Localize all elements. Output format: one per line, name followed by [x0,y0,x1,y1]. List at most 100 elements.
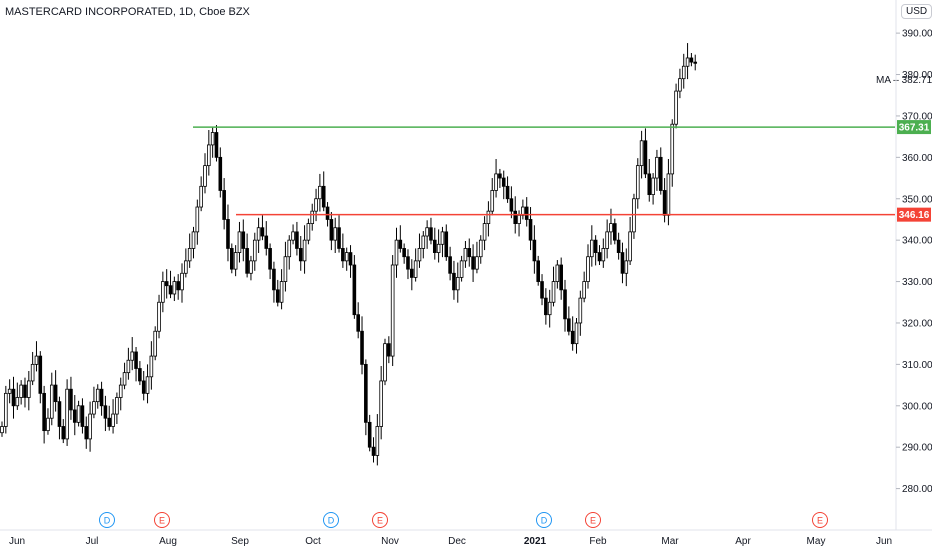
candle-body [440,231,445,245]
candle-body [153,330,158,357]
candle-body [455,277,460,291]
candle-body [4,392,8,427]
candle-body [42,392,46,432]
time-axis[interactable]: Jun Jul Aug Sep Oct Nov Dec 2021 Feb Mar Apr May Jun [9,536,892,547]
candle-body [118,384,123,398]
candle-body [498,173,502,179]
candle-body [310,210,315,224]
candle-body [609,223,613,233]
candle-body [567,318,571,332]
candle-body [482,223,487,241]
candle-body [191,231,196,249]
candle-body [467,248,472,258]
price-tick-label: 300.00 [902,401,932,412]
candle-body [111,413,115,427]
candle-body [302,239,307,262]
candle-body [364,363,368,423]
time-tick-label: Feb [589,536,607,547]
candle-body [19,384,23,398]
event-marker [323,512,339,528]
candle-body [398,239,403,249]
candle-body [371,446,376,456]
candle-body [298,248,303,262]
candle-body [574,322,579,345]
candle-body [279,281,284,303]
candle-body [207,144,211,167]
candle-body [295,231,299,249]
event-marker [536,512,552,528]
event-marker-label: D [541,516,548,526]
price-tick-label: 360.00 [902,153,932,164]
candle-body [69,388,73,411]
candle-body [172,281,177,295]
price-tick-label: 330.00 [902,277,932,288]
event-marker [154,512,170,528]
candle-body [218,156,223,191]
candle-body [601,248,606,262]
candle-body [61,426,66,440]
candle-body [544,297,548,316]
candle-body [590,239,594,258]
candle-body [551,281,556,303]
candle-body [180,272,184,291]
candle-body [92,401,96,415]
candle-body [237,231,242,253]
candle-body [65,388,69,440]
time-tick-label: Aug [159,536,177,547]
candle-body [249,260,253,274]
candle-body [184,260,188,274]
candle-body [410,268,414,278]
candle-body [390,264,395,357]
candle-body [245,248,249,274]
candle-body [318,185,322,200]
candle-body [674,90,678,125]
candle-body [161,281,165,303]
event-marker-label: E [377,516,383,526]
candle-body [141,380,146,394]
candle-body [264,235,269,249]
price-tick-label: 380.00 [902,70,932,81]
price-tick-label: 350.00 [902,194,932,205]
candle-body [540,281,544,299]
candle-body [241,231,246,249]
candle-body [432,239,437,253]
price-axis[interactable]: 280.00 290.00 300.00 310.00 320.00 330.00 340.… [896,29,932,495]
candle-body [582,281,586,299]
event-marker [812,512,828,528]
candle-body [27,380,31,398]
candle-body [486,210,491,224]
candle-body [15,397,20,407]
candle-body [685,57,690,67]
candles-group [0,43,698,466]
price-tick-label: 340.00 [902,236,932,247]
candle-body [7,388,12,394]
candle-body [76,405,81,423]
candle-body [628,231,632,262]
event-marker [99,512,115,528]
candle-body [214,132,219,158]
candle-body [536,260,540,282]
candle-body [195,206,200,233]
time-tick-label: Jun [876,536,892,547]
time-tick-label: Jun [9,536,25,547]
candle-body [321,185,326,208]
price-tick-label: 370.00 [902,111,932,122]
candle-body [157,301,161,332]
candle-body [145,376,150,394]
candle-body [256,227,261,241]
candle-body [275,289,280,303]
candle-body [0,426,4,434]
candle-body [379,380,383,427]
time-tick-label: Jul [86,536,99,547]
candle-body [49,384,54,419]
candle-body [524,206,529,220]
candle-body [199,185,203,208]
candle-body [126,359,131,374]
candle-body [46,417,50,432]
candle-body [57,401,62,427]
ma-indicator-label: MA – 382.71 [876,75,932,86]
candle-body [639,140,644,167]
candle-body [164,281,169,287]
time-tick-label: Mar [661,536,679,547]
